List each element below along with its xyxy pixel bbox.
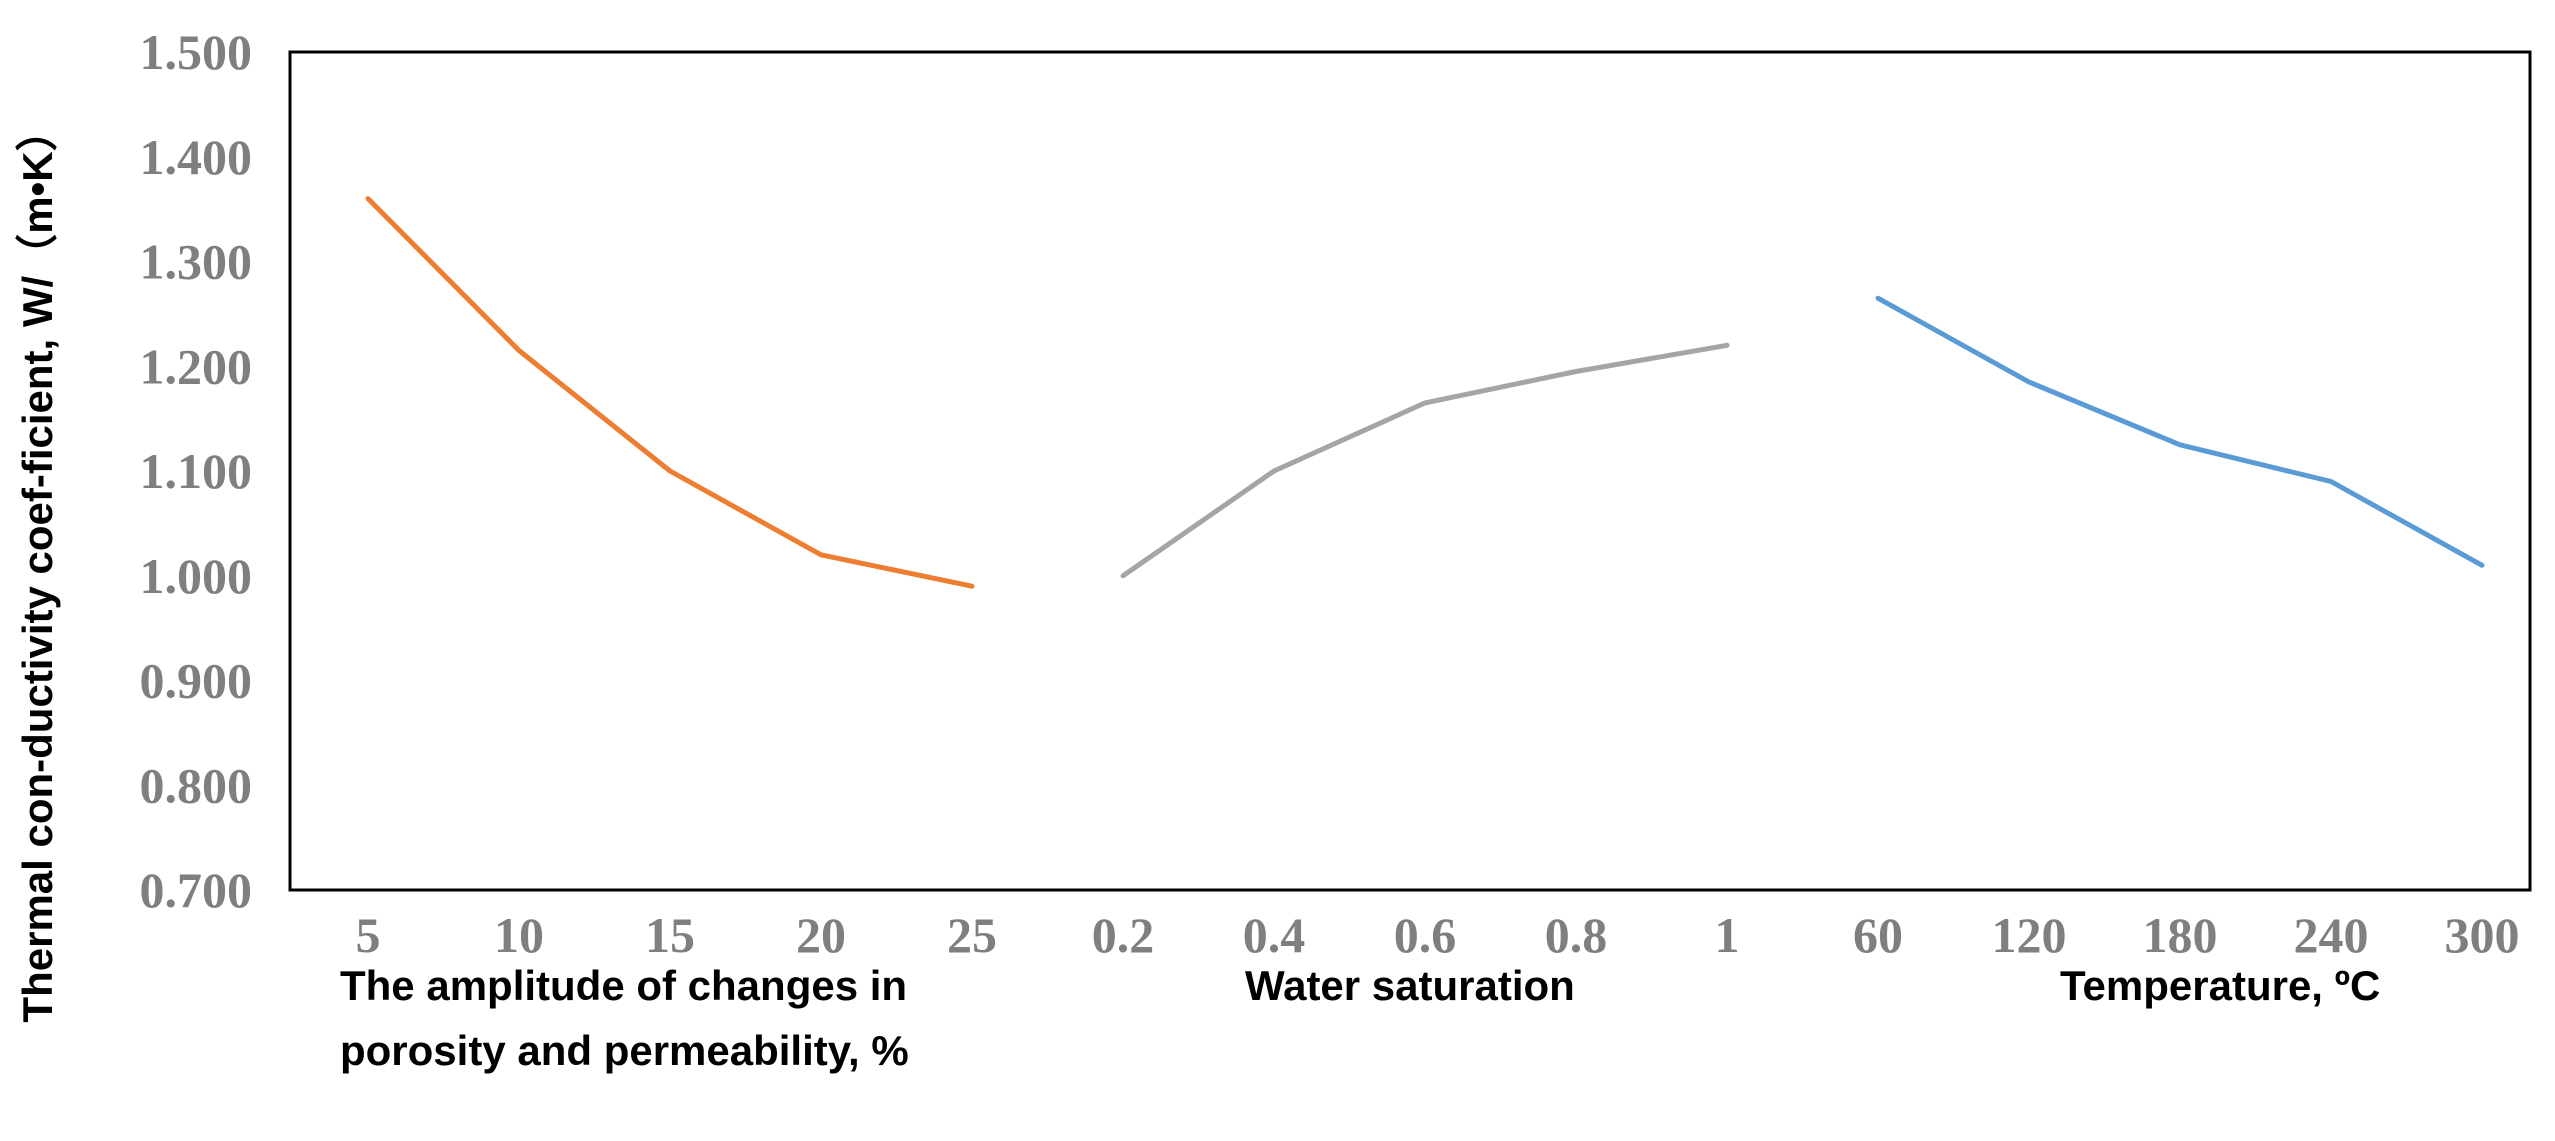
y-tick-label: 1.400 [140, 129, 253, 185]
x-axis-label: porosity and permeability, % [340, 1027, 909, 1074]
y-tick-label: 1.500 [140, 24, 253, 80]
x-tick-label: 120 [1992, 907, 2067, 963]
series-line [1120, 342, 1730, 579]
x-tick-label: 25 [947, 907, 997, 963]
x-axis-ticks: 5 10 15 20 25 0.2 0.4 0.6 0.8 1 60 120 180 240 300 [356, 907, 2520, 963]
x-tick-label: 0.4 [1243, 907, 1306, 963]
x-tick-label: 5 [356, 907, 381, 963]
x-tick-label: 0.6 [1394, 907, 1457, 963]
x-axis-label: The amplitude of changes in [340, 962, 907, 1009]
x-tick-label: 0.2 [1092, 907, 1155, 963]
x-axis-labels: The amplitude of changes in porosity and … [340, 962, 2380, 1074]
x-tick-label: 0.8 [1545, 907, 1608, 963]
x-tick-label: 10 [494, 907, 544, 963]
y-tick-label: 1.200 [140, 338, 253, 394]
plot-area-frame [288, 50, 2532, 892]
y-tick-label: 1.100 [140, 443, 253, 499]
x-tick-label: 1 [1715, 907, 1740, 963]
y-axis-label: Thermal con-ductivity coef-ficient, W/（m… [14, 109, 61, 1022]
y-tick-label: 0.700 [140, 862, 253, 918]
series-line [365, 196, 975, 589]
x-axis-label: Temperature, ºC [2060, 962, 2380, 1009]
y-axis-ticks: 0.700 0.800 0.900 1.000 1.100 1.200 1.300 1.400… [140, 24, 253, 918]
y-tick-label: 0.900 [140, 653, 253, 709]
y-tick-label: 1.300 [140, 234, 253, 290]
x-tick-label: 240 [2294, 907, 2369, 963]
x-axis-label: Water saturation [1245, 962, 1575, 1009]
x-tick-label: 180 [2143, 907, 2218, 963]
x-tick-label: 60 [1853, 907, 1903, 963]
series-lines [365, 196, 2485, 589]
x-tick-label: 15 [645, 907, 695, 963]
y-tick-label: 0.800 [140, 757, 253, 813]
series-line [1875, 295, 2485, 568]
x-tick-label: 20 [796, 907, 846, 963]
x-tick-label: 300 [2445, 907, 2520, 963]
y-tick-label: 1.000 [140, 548, 253, 604]
